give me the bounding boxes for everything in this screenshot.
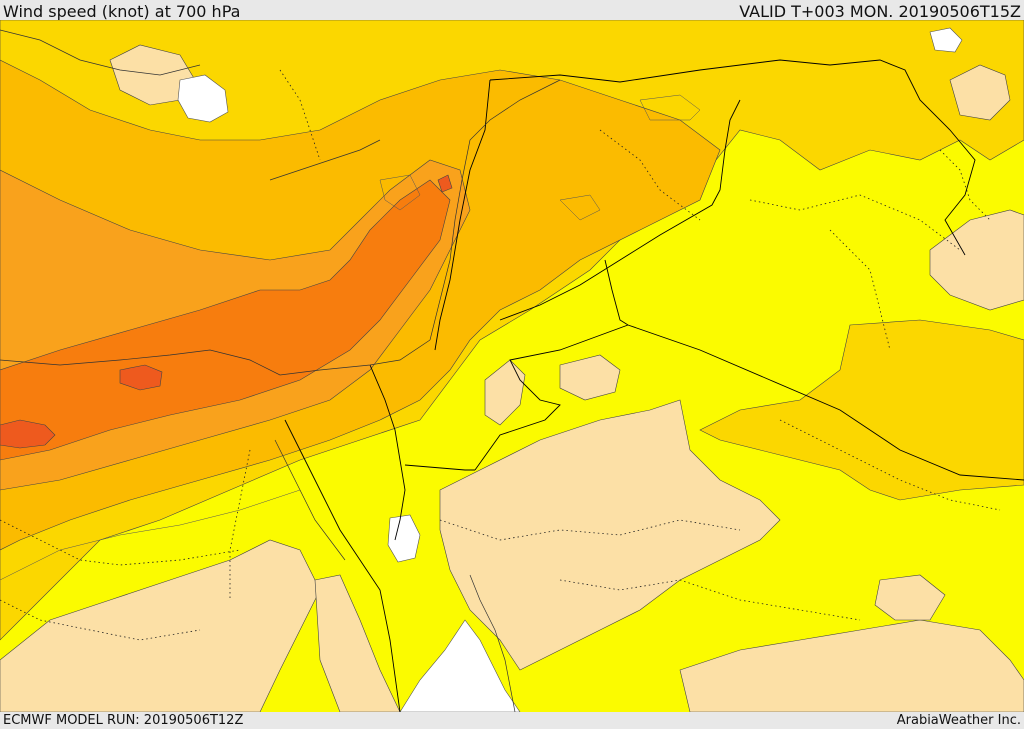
credit-label: ArabiaWeather Inc. bbox=[896, 713, 1021, 728]
map-area bbox=[0, 20, 1024, 712]
no-data-area bbox=[387, 514, 421, 563]
contour-lines bbox=[0, 94, 701, 581]
valid-time-label: VALID T+003 MON. 20190506T15Z bbox=[739, 2, 1021, 21]
contour-band-max bbox=[437, 174, 453, 193]
no-data-area bbox=[929, 27, 963, 53]
province-boundaries bbox=[0, 69, 1001, 641]
contour-band-light bbox=[439, 399, 781, 671]
model-run-label: ECMWF MODEL RUN: 20190506T12Z bbox=[3, 713, 244, 728]
contour-band-dark-orange bbox=[0, 179, 451, 461]
contour-band-light bbox=[559, 354, 621, 401]
contour-band-light bbox=[874, 574, 946, 621]
no-data-area bbox=[177, 74, 229, 123]
contour-band-max bbox=[0, 419, 56, 449]
wind-speed-map bbox=[0, 20, 1024, 712]
contour-band-light bbox=[679, 619, 1024, 712]
country-borders bbox=[284, 59, 1024, 712]
no-data-area bbox=[399, 619, 521, 712]
contour-band-light bbox=[314, 574, 401, 712]
coastlines bbox=[0, 29, 561, 712]
contour-band-light bbox=[949, 64, 1011, 121]
map-title: Wind speed (knot) at 700 hPa bbox=[3, 2, 241, 21]
footer-bar: ECMWF MODEL RUN: 20190506T12Z ArabiaWeat… bbox=[0, 712, 1024, 729]
contour-band-max bbox=[119, 364, 163, 391]
contour-band-gold-east bbox=[699, 319, 1024, 501]
contour-band-light bbox=[0, 539, 321, 712]
header-bar: Wind speed (knot) at 700 hPa VALID T+003… bbox=[0, 0, 1024, 22]
